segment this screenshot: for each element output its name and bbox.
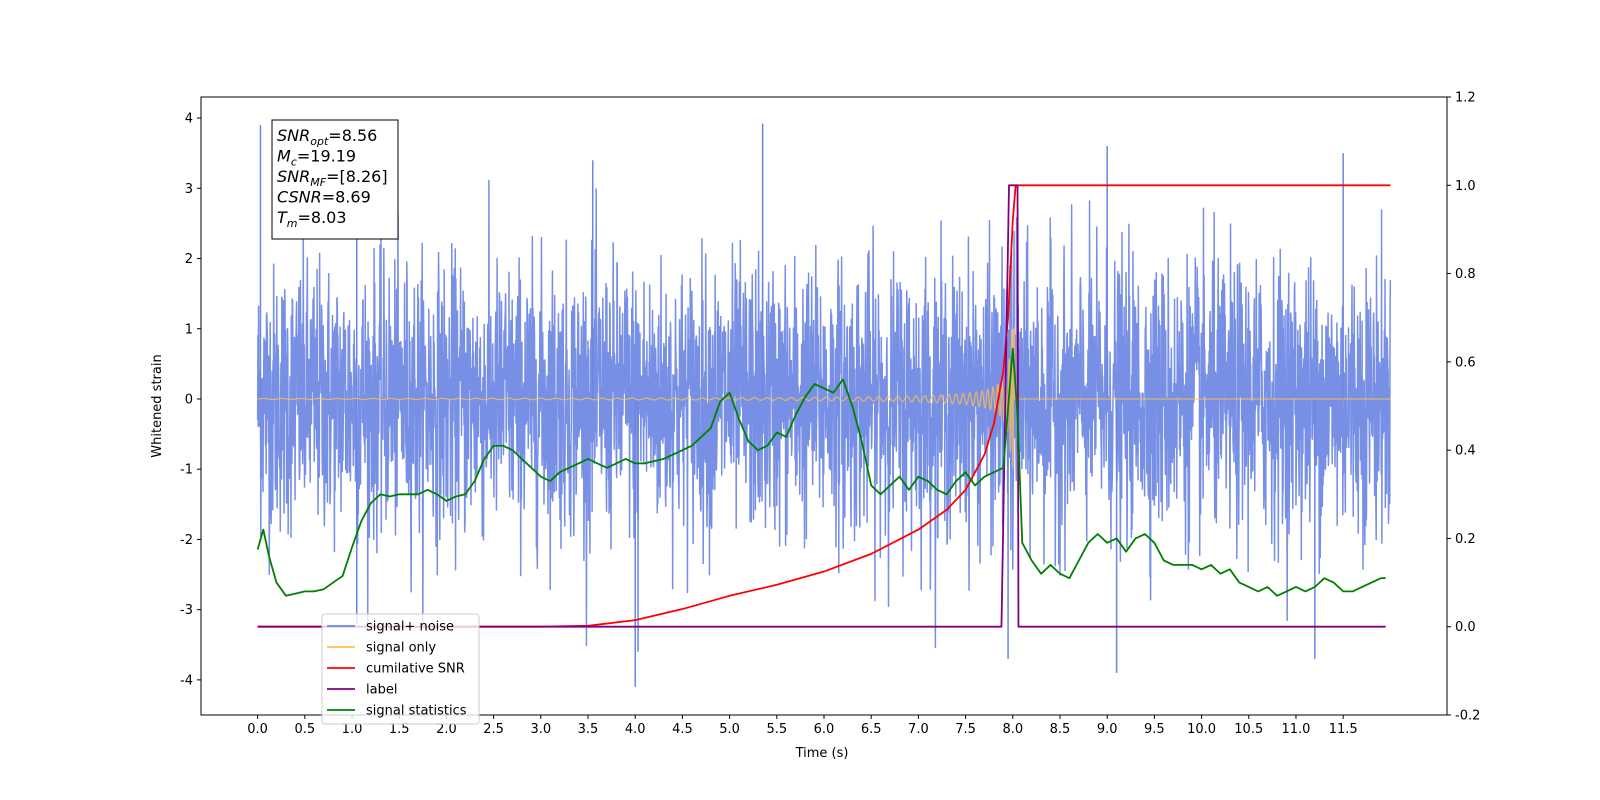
x-tick-label-7: 3.5 (578, 722, 599, 737)
x-tick-label-14: 7.0 (908, 722, 929, 737)
annotation-value-4: =8.03 (298, 208, 347, 227)
y-tick-label-7: -3 (180, 603, 193, 618)
x-tick-label-18: 9.0 (1097, 722, 1118, 737)
axes: 0.0 0.5 1.0 1.5 2.0 2.5 3.0 3.5 4.0 4.5 5.0 5.5 6.0 6… (180, 91, 1480, 738)
annotation-line-1: Mc=19.19 (277, 147, 356, 169)
legend-label-1: signal only (366, 641, 436, 656)
plot-inner (256, 123, 1392, 687)
annotation-subscript-2: MF (310, 176, 326, 189)
x-tick-label-20: 10.0 (1187, 722, 1216, 737)
x-tick-label-8: 4.0 (625, 722, 646, 737)
legend: signal+ noise signal only cumilative SNR la… (321, 613, 480, 725)
y-tick-label-5: -1 (180, 463, 193, 478)
x-tick-label-9: 4.5 (672, 722, 693, 737)
legend-label-3: label (366, 683, 397, 698)
legend-label-4: signal statistics (366, 704, 467, 719)
y-tick-label-2: 2 (185, 252, 193, 267)
y-tick-label-3: 1 (185, 322, 193, 337)
annotation-value-3: =8.69 (322, 188, 371, 207)
series-signal-noise (256, 179, 1392, 649)
y2-tick-label-1: 1.0 (1455, 179, 1476, 194)
series-cumilative-snr (257, 184, 1391, 628)
x-tick-label-1: 0.5 (294, 722, 315, 737)
series-label (257, 184, 1386, 628)
x-tick-label-16: 8.0 (1002, 722, 1023, 737)
x-tick-label-11: 5.5 (766, 722, 787, 737)
annotation-symbol-2: SNR (277, 167, 310, 186)
y-axis-label: Whitened strain (150, 354, 165, 457)
x-axis-label: Time (s) (795, 746, 849, 761)
y-tick-label-8: -4 (180, 673, 193, 688)
series-signal-statistics (256, 347, 1386, 597)
y2-tick-label-5: 0.2 (1455, 532, 1476, 547)
x-tick-label-22: 11.0 (1281, 722, 1310, 737)
y-tick-label-6: -2 (180, 533, 193, 548)
y-tick-label-0: 4 (185, 112, 193, 127)
annotation-symbol-3: CSNR (277, 188, 322, 207)
annotation-line-2: SNRMF=[8.26] (277, 167, 388, 189)
annotation-line-3: CSNR=8.69 (277, 188, 371, 207)
legend-label-2: cumilative SNR (366, 662, 465, 677)
x-tick-label-5: 2.5 (483, 722, 504, 737)
x-tick-label-15: 7.5 (955, 722, 976, 737)
x-tick-label-0: 0.0 (247, 722, 268, 737)
annotation-subscript-1: c (291, 156, 297, 169)
legend-frame (321, 613, 480, 725)
annotation-symbol-1: M (277, 147, 291, 166)
y2-tick-label-0: 1.2 (1455, 91, 1476, 106)
x-tick-label-19: 9.5 (1144, 722, 1165, 737)
x-tick-label-6: 3.0 (530, 722, 551, 737)
y2-tick-label-4: 0.4 (1455, 444, 1476, 459)
annotation-subscript-4: m (287, 217, 298, 230)
annotation-value-1: =19.19 (297, 147, 356, 166)
x-tick-label-13: 6.5 (861, 722, 882, 737)
x-tick-label-10: 5.0 (719, 722, 740, 737)
x-tick-label-21: 10.5 (1234, 722, 1263, 737)
annotation-symbol-4: T (277, 208, 288, 227)
y-tick-label-1: 3 (185, 182, 193, 197)
legend-label-0: signal+ noise (366, 620, 454, 635)
y2-tick-label-3: 0.6 (1455, 355, 1476, 370)
plot-area (256, 123, 1392, 687)
y2-tick-label-7: -0.2 (1455, 709, 1480, 724)
y2-tick-label-2: 0.8 (1455, 267, 1476, 282)
x-tick-label-3: 1.5 (389, 722, 410, 737)
annotation-value-2: =[8.26] (326, 167, 388, 186)
annotation-value-0: =8.56 (328, 126, 377, 145)
x-tick-label-2: 1.0 (342, 722, 363, 737)
series-signal-only (257, 328, 1391, 469)
y-tick-label-4: 0 (185, 392, 193, 407)
annotation-line-0: SNRopt=8.56 (277, 126, 377, 148)
x-tick-label-23: 11.5 (1329, 722, 1358, 737)
x-tick-label-17: 8.5 (1050, 722, 1071, 737)
y2-tick-label-6: 0.0 (1455, 620, 1476, 635)
annotation-box: SNRopt=8.56Mc=19.19SNRMF=[8.26]CSNR=8.69… (271, 119, 399, 240)
annotation-line-4: Tm=8.03 (277, 208, 347, 230)
annotation-frame (271, 119, 399, 240)
annotation-subscript-0: opt (310, 135, 329, 148)
x-tick-label-12: 6.0 (814, 722, 835, 737)
annotation-symbol-0: SNR (277, 126, 310, 145)
x-tick-label-4: 2.0 (436, 722, 457, 737)
